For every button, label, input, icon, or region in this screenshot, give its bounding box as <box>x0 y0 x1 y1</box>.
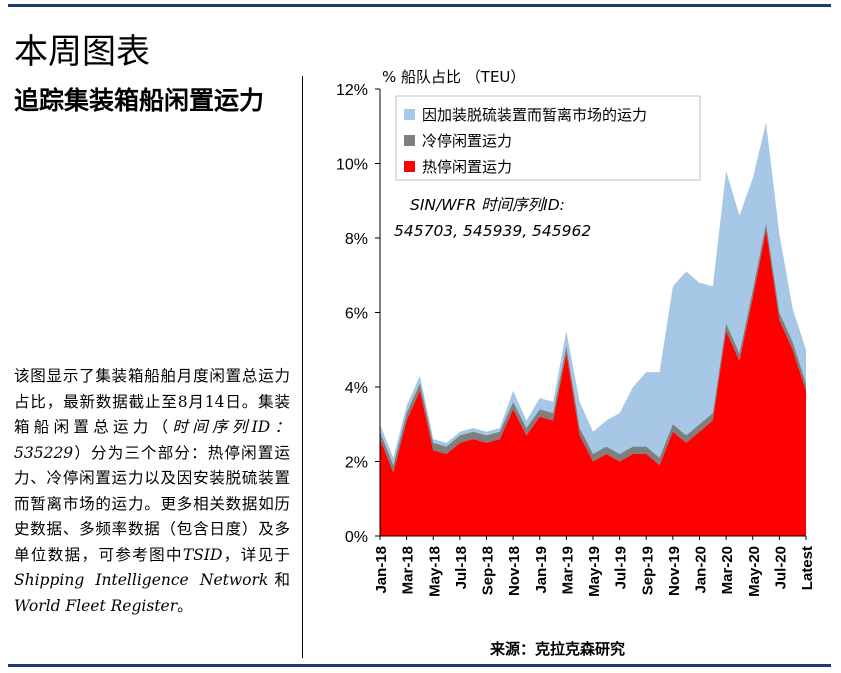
description-part: 。 <box>177 596 193 615</box>
description-part: Shipping Intelligence Network <box>14 571 269 589</box>
top-rule <box>8 4 831 7</box>
x-tick-label: Mar-19 <box>559 546 576 594</box>
x-tick-label: Mar-18 <box>400 546 417 594</box>
page-title: 本周图表 <box>14 32 150 72</box>
x-tick-label: May-18 <box>426 546 443 597</box>
x-tick-label: May-20 <box>746 546 763 597</box>
x-tick-label: Jan-20 <box>693 546 710 594</box>
y-axis-title: % 船队占比 （TEU） <box>382 68 525 86</box>
description-part: TSID <box>182 545 223 564</box>
legend-box <box>395 95 701 181</box>
x-tick-label: Latest <box>799 546 816 590</box>
x-tick-label: Nov-19 <box>666 546 683 596</box>
y-tick-label: 6% <box>345 306 368 323</box>
legend-label: 热停闲置运力 <box>422 158 512 176</box>
y-tick-label: 2% <box>345 455 368 472</box>
area-scrubber <box>380 122 806 466</box>
description-part: 该图显示了集装箱船舶月度闲置总运力占比，最新数据截止至8月14日。集装箱船闲置总… <box>14 367 290 436</box>
legend-label: 因加装脱硫装置而暂离市场的运力 <box>422 106 647 124</box>
legend-label: 冷停闲置运力 <box>422 132 512 150</box>
x-tick-label: Sep-18 <box>480 546 497 595</box>
y-tick-label: 10% <box>336 157 368 174</box>
stacked-area-chart: 0% 2% 4% 6% 8% 10% 12% Jan-18 Mar-18 May-18 Jul-18… <box>336 68 816 597</box>
legend-swatch <box>404 109 415 120</box>
x-tick-label: Jul-20 <box>772 546 789 589</box>
description-part: ）分为三个部分：热停闲置运力、冷停闲置运力以及因安装脱硫装置而暂离市场的运力。更… <box>14 443 290 564</box>
description-part: 和 <box>268 571 290 589</box>
x-tick-label: Mar-20 <box>719 546 736 594</box>
description-part: 时间序列ID：535229 <box>14 418 290 462</box>
description-part: ，详见于 <box>222 545 290 564</box>
bottom-rule <box>8 664 831 667</box>
x-tick-label: May-19 <box>586 546 603 597</box>
y-tick-label: 0% <box>345 529 368 546</box>
x-tick-label: Jul-18 <box>453 546 470 589</box>
x-tick-label: Jan-18 <box>373 546 390 594</box>
legend-swatch <box>404 161 415 172</box>
y-tick-label: 4% <box>345 380 368 397</box>
source-note: 来源：克拉克森研究 <box>490 640 626 658</box>
annotation-line-1: SIN/WFR 时间序列ID: <box>410 196 565 214</box>
y-tick-label: 8% <box>345 231 368 248</box>
x-tick-label: Jan-19 <box>533 546 550 594</box>
x-tick-label: Sep-19 <box>639 546 656 595</box>
page-subtitle: 追踪集装箱船闲置运力 <box>14 86 265 115</box>
x-tick-label: Nov-18 <box>506 546 523 596</box>
legend-swatch <box>404 135 415 146</box>
y-tick-label: 12% <box>336 82 368 99</box>
divider-line <box>302 76 303 658</box>
annotation-line-2: 545703, 545939, 545962 <box>394 222 591 240</box>
area-hot-lay-up <box>380 230 806 537</box>
description-part: World Fleet Register <box>14 596 178 615</box>
description-text: 该图显示了集装箱船舶月度闲置总运力占比，最新数据截止至8月14日。集装箱船闲置总… <box>14 364 290 619</box>
x-tick-label: Jul-19 <box>613 546 630 589</box>
